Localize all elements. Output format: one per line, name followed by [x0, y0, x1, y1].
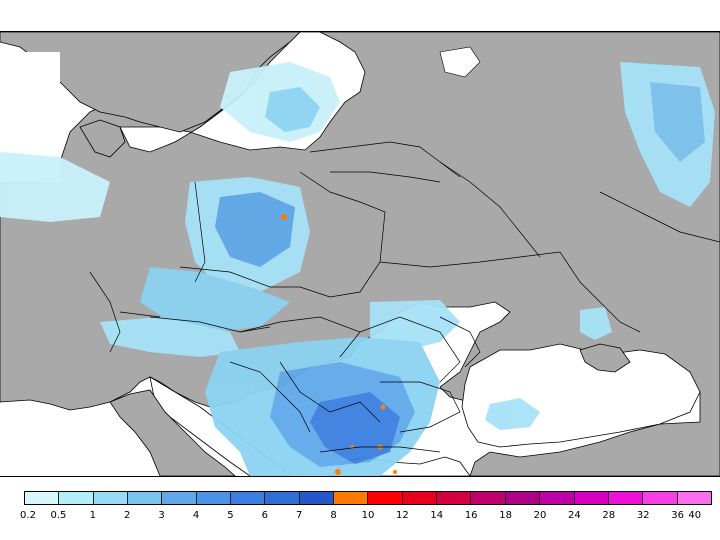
legend-label: 0.2 — [20, 510, 36, 521]
legend-swatch — [402, 492, 438, 504]
precip-max-poland — [281, 214, 287, 220]
legend-label: 1 — [89, 510, 96, 521]
border-russia-west — [439, 161, 541, 258]
border-belarus-ukraine — [379, 251, 561, 268]
legend-swatch — [471, 492, 506, 504]
precipitation-map — [0, 31, 720, 477]
border-germany-poland — [194, 181, 206, 283]
legend-label: 32 — [636, 510, 650, 521]
legend-color-bar — [24, 491, 712, 505]
precip-balkans-core — [310, 392, 400, 464]
border-yugoslavia — [279, 361, 381, 423]
border-bulgaria — [380, 381, 461, 433]
map-canvas — [0, 32, 720, 476]
precip-poland-core — [215, 192, 295, 267]
border-france-germany — [89, 271, 121, 353]
border-germany-south — [119, 311, 161, 318]
legend-label: 0.5 — [50, 510, 67, 521]
precip-max-balkan-5 — [335, 469, 341, 475]
legend-label: 28 — [602, 510, 616, 521]
legend-swatch — [677, 492, 711, 504]
legend-label: 18 — [499, 510, 512, 521]
precip-layer — [0, 62, 715, 476]
legend-swatch — [608, 492, 644, 504]
legend-swatch — [25, 492, 60, 504]
legend-swatch — [265, 492, 300, 504]
legend-swatch — [128, 492, 163, 504]
border-latvia-lithuania — [330, 171, 441, 183]
precip-baltic-core — [265, 87, 320, 132]
legend-swatch — [196, 492, 232, 504]
legend-label: 6 — [261, 510, 268, 521]
legend-swatch — [574, 492, 609, 504]
legend-label: 14 — [430, 510, 444, 521]
crimea — [579, 343, 631, 373]
precip-alps — [100, 317, 240, 357]
precip-black-sea-west — [485, 398, 540, 430]
legend-label: 40 — [688, 510, 702, 521]
denmark — [79, 119, 126, 158]
precip-czech — [140, 267, 290, 332]
legend-label: 5 — [227, 510, 234, 521]
legend-swatch — [437, 492, 472, 504]
italy — [109, 389, 236, 476]
country-borders — [89, 141, 720, 453]
border-moldova — [439, 316, 481, 368]
border-russia-east — [599, 191, 720, 243]
border-czech — [179, 266, 300, 288]
precip-northeast-core — [650, 82, 705, 162]
legend-label: 16 — [464, 510, 478, 521]
legend-swatch — [231, 492, 266, 504]
legend-label: 24 — [568, 510, 581, 521]
legend-swatch — [299, 492, 335, 504]
precip-max-balkan-2 — [380, 404, 386, 410]
precip-northwest — [0, 152, 110, 222]
legend-label: 36 — [671, 510, 684, 521]
legend-label: 12 — [396, 510, 409, 521]
legend-swatch — [93, 492, 129, 504]
border-greece — [319, 446, 441, 453]
legend-label: 7 — [296, 510, 303, 521]
legend-swatch — [368, 492, 403, 504]
legend-swatch — [334, 492, 369, 504]
border-austria — [149, 316, 271, 333]
legend-swatch — [540, 492, 575, 504]
border-croatia — [229, 361, 311, 433]
precip-ukraine-east — [580, 307, 612, 340]
legend-label: 2 — [124, 510, 131, 521]
legend-swatch — [505, 492, 541, 504]
northern-lakes — [439, 46, 481, 78]
legend-label: 8 — [330, 510, 337, 521]
legend-swatch — [59, 492, 94, 504]
precip-max-balkan-6 — [393, 470, 397, 474]
border-romania — [359, 316, 461, 383]
precip-carpathian — [370, 300, 460, 352]
legend-swatch — [643, 492, 678, 504]
legend-label: 20 — [533, 510, 547, 521]
legend-label: 10 — [361, 510, 375, 521]
border-hungary — [239, 316, 361, 358]
border-poland-east — [299, 171, 386, 298]
legend-label: 4 — [192, 510, 200, 521]
legend-swatch — [162, 492, 197, 504]
border-ukraine-russia — [559, 251, 641, 333]
legend-label: 3 — [158, 510, 165, 521]
